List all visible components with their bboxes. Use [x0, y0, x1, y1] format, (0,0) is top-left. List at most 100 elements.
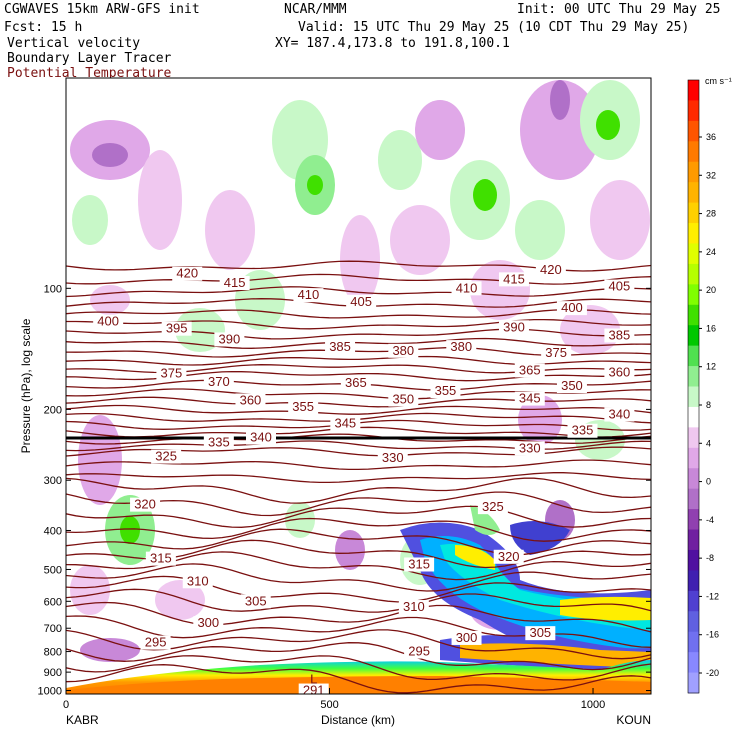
y-tick-label: 1000 — [38, 686, 62, 698]
theta-contour — [66, 477, 651, 504]
theta-contour — [66, 575, 651, 603]
y-tick-label: 700 — [44, 623, 62, 635]
colorbar-tick-label: 36 — [706, 132, 716, 142]
colorbar-swatch — [688, 304, 699, 326]
theta-label: 420 — [540, 262, 562, 277]
theta-label: 410 — [456, 280, 478, 295]
x-tick-label: 500 — [320, 699, 338, 711]
theta-label-bg — [404, 557, 435, 572]
theta-label: 355 — [435, 383, 457, 398]
theta-label: 390 — [219, 331, 241, 346]
theta-label: 330 — [382, 450, 404, 465]
colorbar-swatch — [688, 243, 699, 265]
theta-label: 315 — [150, 551, 172, 566]
colorbar-swatch — [688, 611, 699, 633]
theta-label-bg — [604, 407, 635, 422]
plot-frame — [65, 77, 652, 695]
colorbar-tick-label: -20 — [706, 668, 719, 678]
theta-label: 405 — [350, 294, 372, 309]
colorbar-swatch — [688, 406, 699, 428]
theta-label-bg — [172, 266, 203, 281]
theta-contour — [66, 355, 651, 366]
vertical-velocity-shading — [66, 80, 651, 694]
colorbar-tick-label: -4 — [706, 515, 714, 525]
theta-label-bg — [240, 594, 271, 609]
theta-label: 300 — [197, 615, 219, 630]
theta-label-bg — [451, 281, 482, 296]
theta-label-bg — [346, 294, 377, 309]
theta-label: 360 — [609, 365, 631, 380]
theta-label-bg — [430, 383, 461, 398]
theta-label: 365 — [519, 362, 541, 377]
theta-label: 340 — [609, 407, 631, 422]
theta-label-bg — [567, 423, 598, 438]
colorbar-tick-label: -8 — [706, 553, 714, 563]
colorbar-tick-label: 28 — [706, 209, 716, 219]
colorbar-tick-label: -12 — [706, 591, 719, 601]
valid-time: Valid: 15 UTC Thu 29 May 25 (10 CDT Thu … — [298, 20, 689, 35]
theta-label-bg — [161, 321, 192, 336]
colorbar-swatch — [688, 427, 699, 449]
theta-label: 365 — [345, 375, 367, 390]
theta-contour — [66, 588, 651, 613]
theta-label: L — [310, 672, 317, 687]
theta-label-bg — [288, 399, 319, 414]
theta-label: 400 — [97, 314, 119, 329]
colorbar-swatch — [688, 223, 699, 244]
theta-contour — [66, 388, 651, 400]
x-endpoint-left: KABR — [66, 713, 99, 727]
org-label: NCAR/MMM — [284, 2, 347, 17]
theta-label-bg — [140, 635, 171, 650]
colorbar-swatch — [688, 549, 699, 571]
theta-label: 410 — [298, 287, 320, 302]
y-tick-label: 600 — [44, 596, 62, 608]
colorbar-units: cm s⁻¹ — [705, 76, 732, 86]
theta-contour — [66, 404, 651, 415]
theta-label: 325 — [482, 499, 504, 514]
theta-label-bg — [493, 549, 524, 564]
theta-label: 420 — [176, 266, 198, 281]
theta-label-bg — [151, 449, 182, 464]
colorbar-swatch — [688, 284, 699, 306]
theta-label-bg — [477, 500, 508, 515]
x-axis: 0 500 1000 — [63, 688, 605, 711]
theta-label-bg — [514, 363, 545, 378]
colorbar-swatch — [688, 509, 699, 531]
colorbar-swatch — [688, 80, 699, 101]
field-label-boundary-layer-tracer: Boundary Layer Tracer — [7, 51, 172, 66]
theta-label-bg — [604, 365, 635, 380]
theta-label-bg — [293, 288, 324, 303]
theta-label: 300 — [456, 630, 478, 645]
theta-contour — [66, 505, 651, 528]
init-time: Init: 00 UTC Thu 29 May 25 — [517, 2, 721, 17]
theta-label-bg — [535, 262, 566, 277]
colorbar-swatch — [688, 529, 699, 551]
theta-label-bg — [145, 551, 176, 566]
theta-label: 400 — [561, 300, 583, 315]
theta-label: 415 — [503, 271, 525, 286]
theta-label: 350 — [392, 392, 414, 407]
x-axis-title: Distance (km) — [321, 713, 395, 727]
colorbar-frame — [687, 79, 700, 694]
x-endpoint-right: KOUN — [616, 713, 651, 727]
theta-label-bg — [325, 340, 356, 355]
theta-label: 295 — [408, 644, 430, 659]
theta-contour — [66, 664, 651, 694]
colorbar-swatch — [688, 161, 699, 183]
theta-label-bg — [219, 275, 250, 290]
theta-label: 310 — [187, 573, 209, 588]
colorbar-swatch — [688, 590, 699, 612]
theta-label-bg — [541, 346, 572, 361]
theta-label: 405 — [609, 279, 631, 294]
theta-label: 390 — [503, 319, 525, 334]
theta-label: 370 — [208, 374, 230, 389]
theta-labels: 420 415 410 405 410 415 420 405 400 395 390 385 380 3… — [93, 262, 635, 698]
theta-contour — [66, 308, 651, 319]
theta-label-bg — [340, 376, 371, 391]
theta-label-bg — [604, 328, 635, 343]
colorbar-swatch — [688, 120, 699, 142]
model-title: CGWAVES 15km ARW-GFS init — [4, 2, 200, 17]
theta-contour — [66, 273, 651, 285]
theta-contour — [66, 433, 651, 445]
forecast-hour: Fcst: 15 h — [4, 20, 82, 35]
